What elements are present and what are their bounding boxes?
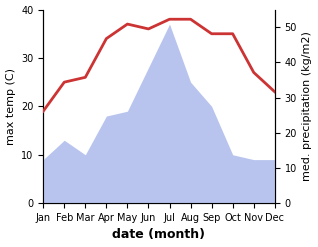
Y-axis label: max temp (C): max temp (C) — [5, 68, 16, 145]
Y-axis label: med. precipitation (kg/m2): med. precipitation (kg/m2) — [302, 31, 313, 181]
X-axis label: date (month): date (month) — [113, 228, 205, 242]
